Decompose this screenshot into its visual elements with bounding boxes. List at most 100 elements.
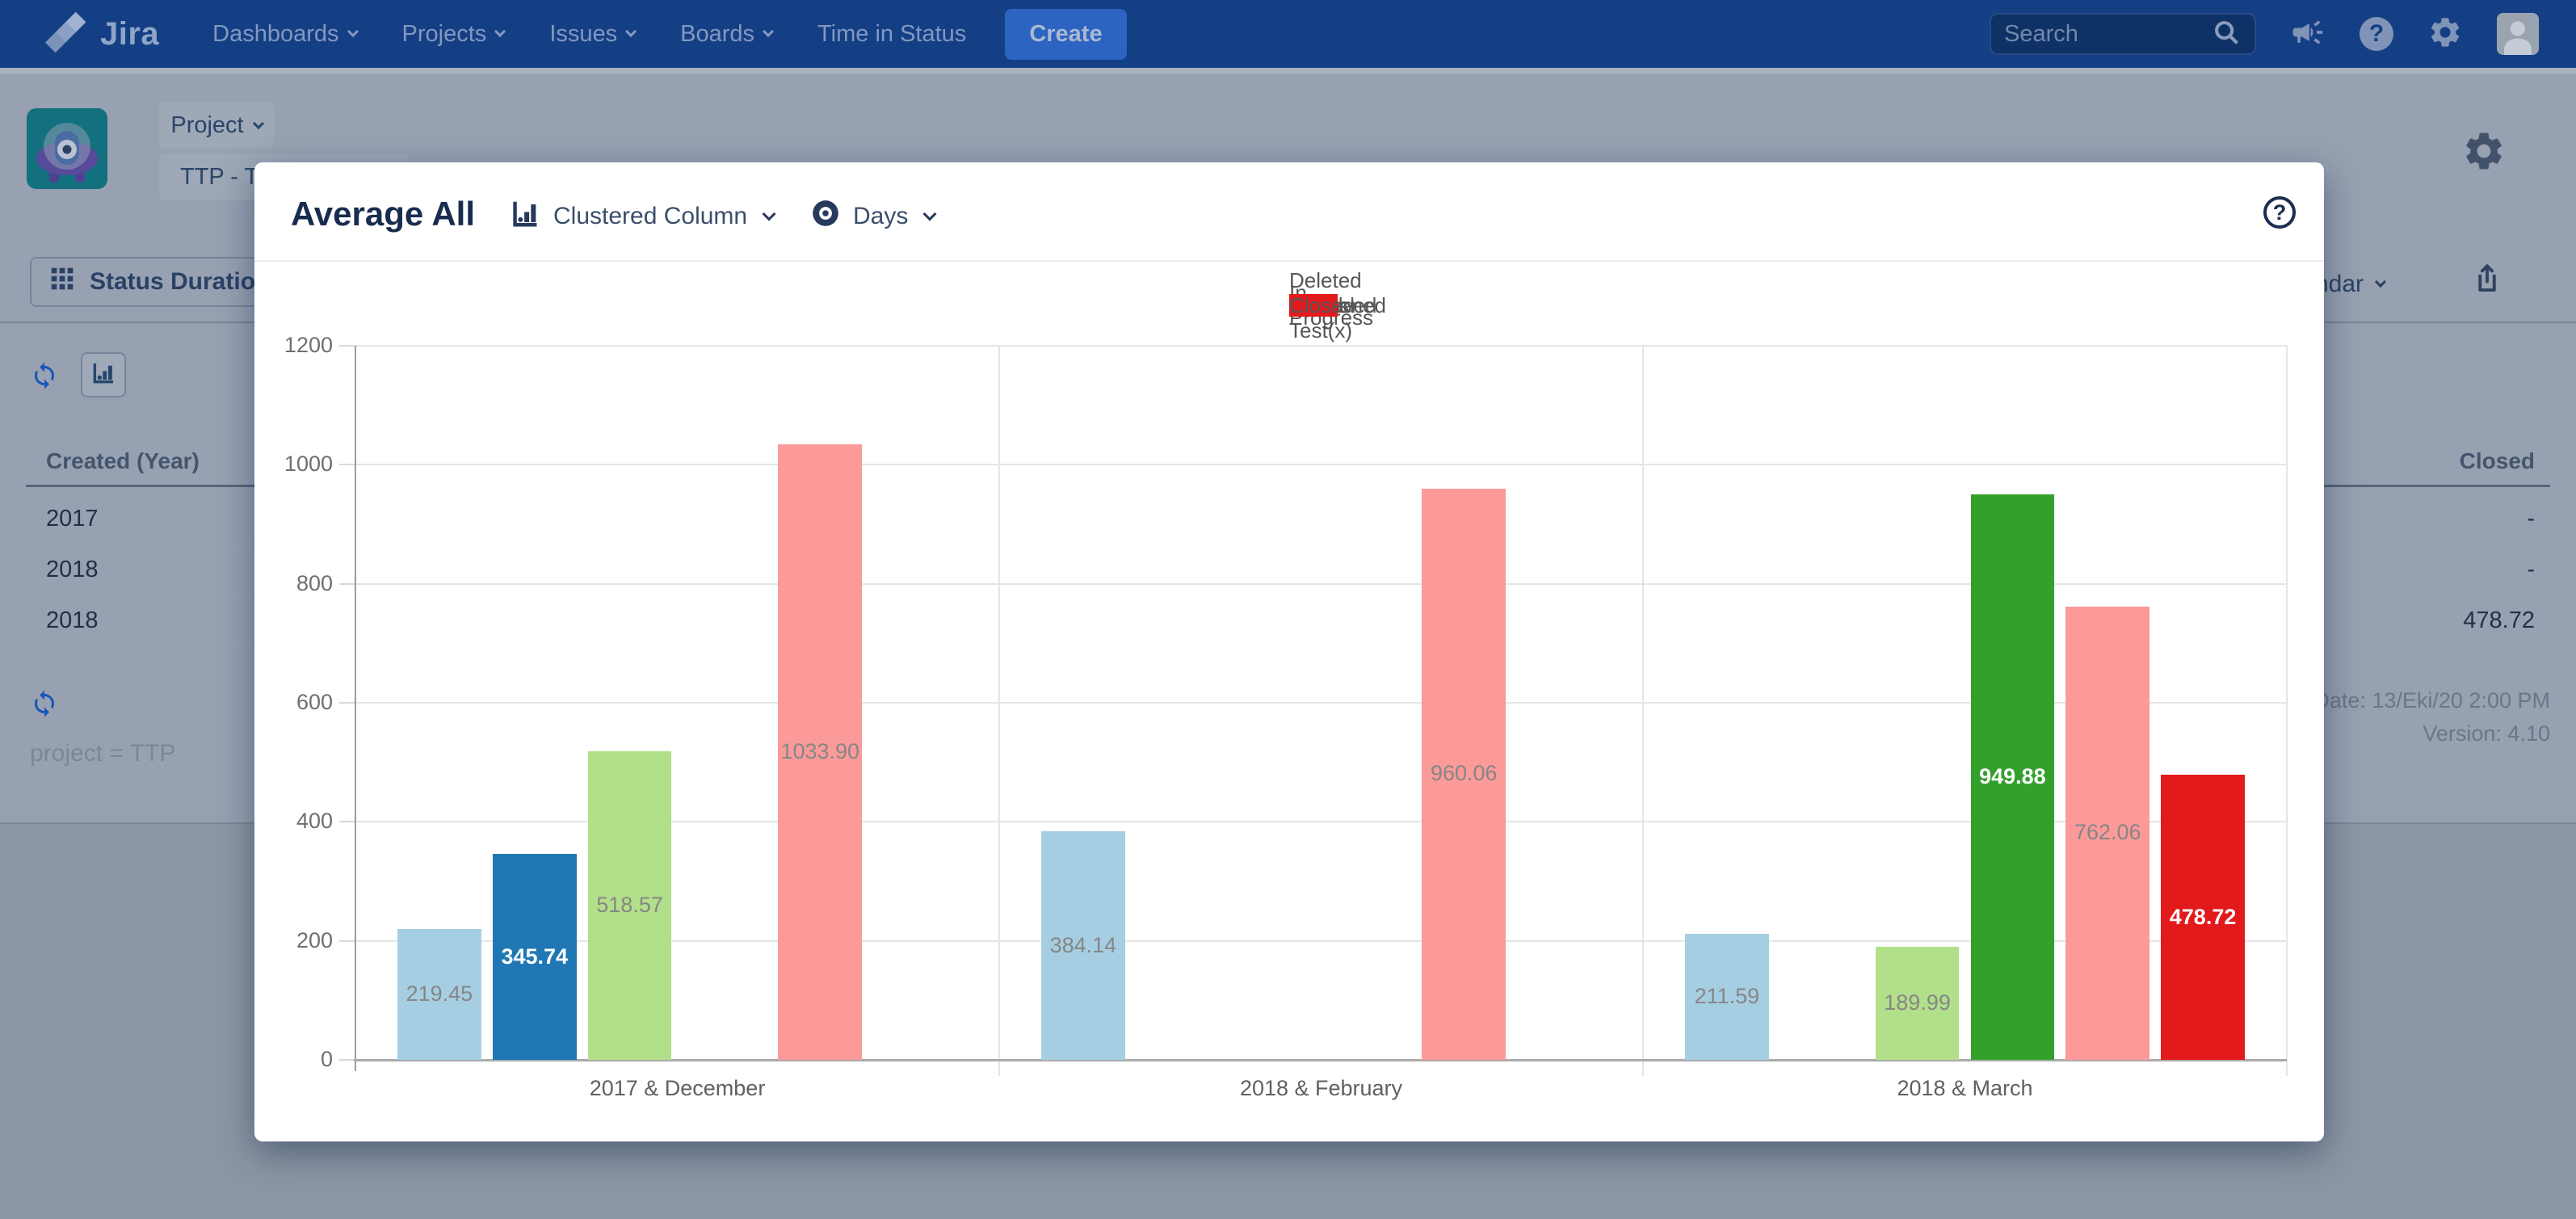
column-header-created-year[interactable]: Created (Year) <box>46 448 200 473</box>
x-axis-label: 2018 & March <box>1897 1076 2033 1100</box>
bar-value-label: 762.06 <box>2074 820 2141 845</box>
y-axis-tick <box>339 702 355 704</box>
chevron-down-icon <box>625 25 637 38</box>
gridline <box>355 345 2287 347</box>
column-header-closed[interactable]: Closed <box>2459 448 2535 473</box>
announcement-icon[interactable] <box>2290 15 2326 54</box>
bar-closed[interactable] <box>2161 775 2245 1060</box>
column-chart-icon <box>511 198 541 235</box>
chart-type-dropdown[interactable]: Clustered Column <box>511 198 776 235</box>
dialog-header-divider <box>254 260 2324 262</box>
chevron-down-icon <box>2374 275 2387 288</box>
y-axis-tick <box>339 345 355 347</box>
help-icon[interactable]: ? <box>2360 17 2393 51</box>
y-axis-tick <box>339 582 355 585</box>
top-nav: Jira Dashboards Projects Issues Boards Time … <box>0 0 2576 68</box>
clustered-column-chart: OpenDeleted Status Test(x)In ProgressReo… <box>254 260 2324 1141</box>
nav-item-label: Boards <box>680 20 755 47</box>
refresh-icon[interactable] <box>30 689 59 722</box>
y-axis-line <box>355 346 356 1071</box>
user-avatar[interactable] <box>2497 13 2539 55</box>
y-axis-label: 600 <box>296 690 333 714</box>
dialog-title: Average All <box>291 195 475 233</box>
bar-resolved[interactable] <box>778 444 863 1060</box>
search-input[interactable] <box>2004 20 2211 48</box>
page-settings-gear-icon[interactable] <box>2461 128 2507 178</box>
bar-open[interactable] <box>1685 934 1769 1060</box>
unit-label: Days <box>853 203 909 229</box>
settings-icon[interactable] <box>2427 15 2463 54</box>
panel-separator <box>1642 346 1644 1076</box>
bar-value-label: 518.57 <box>596 892 663 917</box>
cell-closed: - <box>2527 506 2535 532</box>
jira-logo-icon <box>45 10 90 59</box>
nav-bottom-strip <box>0 68 2576 74</box>
bar-value-label: 219.45 <box>406 982 473 1007</box>
bar-deleted-status-test-x[interactable] <box>492 854 577 1060</box>
project-menu-button[interactable]: Project <box>159 102 274 149</box>
y-axis-tick <box>339 939 355 942</box>
search-icon <box>2211 17 2242 52</box>
chart-view-toggle-button[interactable] <box>81 352 126 397</box>
x-axis-label: 2017 & December <box>589 1076 766 1100</box>
bar-chart-icon <box>90 360 116 390</box>
gridline <box>355 464 2287 466</box>
bar-value-label: 960.06 <box>1430 761 1498 786</box>
bar-resolved[interactable] <box>2065 606 2150 1060</box>
y-axis-label: 400 <box>296 809 333 834</box>
search-box[interactable] <box>1990 13 2256 55</box>
y-axis-tick <box>339 821 355 823</box>
nav-item-label: Dashboards <box>212 20 339 47</box>
bar-in-progress[interactable] <box>587 750 672 1060</box>
bar-open[interactable] <box>397 929 481 1060</box>
cell-created-year: 2017 <box>46 506 99 532</box>
bar-in-progress[interactable] <box>1875 947 1960 1060</box>
gridline <box>355 702 2287 704</box>
bar-resolved[interactable] <box>1422 488 1507 1060</box>
bar-value-label: 384.14 <box>1049 932 1117 957</box>
jira-logo[interactable]: Jira <box>45 10 159 59</box>
bar-reopened[interactable] <box>1970 494 2055 1060</box>
nav-item-dashboards[interactable]: Dashboards <box>212 20 359 48</box>
legend-label: Closed <box>1289 292 1355 317</box>
chart-type-label: Clustered Column <box>553 203 748 229</box>
nav-item-time-in-status[interactable]: Time in Status <box>817 21 966 48</box>
y-axis-label: 800 <box>296 570 333 595</box>
cell-created-year: 2018 <box>46 607 99 633</box>
tab-status-duration[interactable]: Status Duration <box>30 257 450 307</box>
tab-label: Status Duration <box>90 268 271 295</box>
x-axis-label: 2018 & February <box>1239 1076 1403 1100</box>
nav-item-projects[interactable]: Projects <box>402 21 506 48</box>
gridline <box>355 821 2287 823</box>
bar-value-label: 211.59 <box>1694 984 1760 1009</box>
refresh-icon[interactable] <box>30 361 59 394</box>
nav-menu: Dashboards Projects Issues Boards Time in St… <box>212 21 966 48</box>
project-menu-label: Project <box>170 111 244 138</box>
bar-open[interactable] <box>1041 831 1125 1060</box>
bar-value-label: 345.74 <box>501 944 569 969</box>
chevron-down-icon <box>347 25 359 38</box>
project-avatar[interactable] <box>27 108 107 189</box>
nav-item-issues[interactable]: Issues <box>549 20 637 48</box>
average-all-dialog: Average All Clustered Column <box>254 162 2324 1141</box>
gridline <box>355 939 2287 942</box>
unit-dropdown[interactable]: Days <box>810 198 937 235</box>
bar-value-label: 189.99 <box>1884 990 1951 1015</box>
version-text: Version: 4.10 <box>2423 721 2550 746</box>
create-button[interactable]: Create <box>1005 8 1127 60</box>
nav-item-boards[interactable]: Boards <box>680 20 775 48</box>
chevron-down-icon <box>762 25 775 38</box>
bar-value-label: 1033.90 <box>780 739 860 764</box>
nav-right: ? <box>1990 13 2576 55</box>
bar-value-label: 478.72 <box>2169 904 2237 929</box>
brand-text: Jira <box>100 15 160 52</box>
nav-item-label: Issues <box>549 20 618 47</box>
cell-closed: - <box>2527 557 2535 582</box>
export-icon[interactable] <box>2470 262 2504 300</box>
y-axis-label: 0 <box>320 1047 333 1071</box>
legend-swatch <box>1289 294 1338 317</box>
y-axis-tick <box>339 464 355 466</box>
help-circle-icon[interactable]: ? <box>2263 196 2296 229</box>
y-axis-tick <box>339 1059 355 1061</box>
